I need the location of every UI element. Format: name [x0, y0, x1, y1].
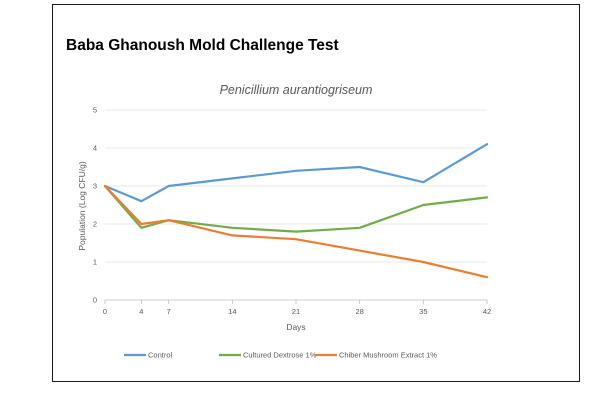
y-tick-label: 0: [93, 296, 97, 305]
legend-label: Chiber Mushroom Extract 1%: [339, 351, 437, 360]
legend-label: Control: [148, 351, 173, 360]
y-tick-label: 5: [93, 106, 97, 115]
y-tick-label: 1: [93, 258, 97, 267]
series-line-1: [103, 184, 489, 233]
x-tick-label: 42: [483, 307, 491, 316]
x-tick-label: 0: [103, 307, 107, 316]
x-axis-label: Days: [286, 322, 305, 332]
series-line-2: [103, 184, 489, 279]
chart-frame: [52, 4, 580, 382]
y-axis-label: Population (Log CFU/g): [77, 161, 87, 250]
grid-lines: [104, 109, 488, 304]
y-tick-label: 4: [93, 144, 97, 153]
x-tick-label: 14: [228, 307, 236, 316]
page-heading: Baba Ghanoush Mold Challenge Test: [66, 37, 339, 54]
series-line-0: [103, 143, 489, 203]
series-lines: [103, 143, 489, 279]
y-tick-labels: 0 1 2 3 4 5: [93, 106, 97, 305]
legend: Control Cultured Dextrose 1% Chiber Mushro…: [124, 351, 437, 360]
x-tick-label: 7: [167, 307, 171, 316]
y-tick-label: 3: [93, 182, 97, 191]
x-tick-labels: 0 4 7 14 21 28 35 42: [103, 307, 491, 316]
x-tick-label: 28: [355, 307, 363, 316]
x-tick-label: 4: [139, 307, 143, 316]
legend-label: Cultured Dextrose 1%: [243, 351, 317, 360]
x-tick-label: 21: [292, 307, 300, 316]
x-tick-label: 35: [419, 307, 427, 316]
chart-title: Penicillium aurantiogriseum: [220, 83, 373, 97]
y-tick-label: 2: [93, 220, 97, 229]
